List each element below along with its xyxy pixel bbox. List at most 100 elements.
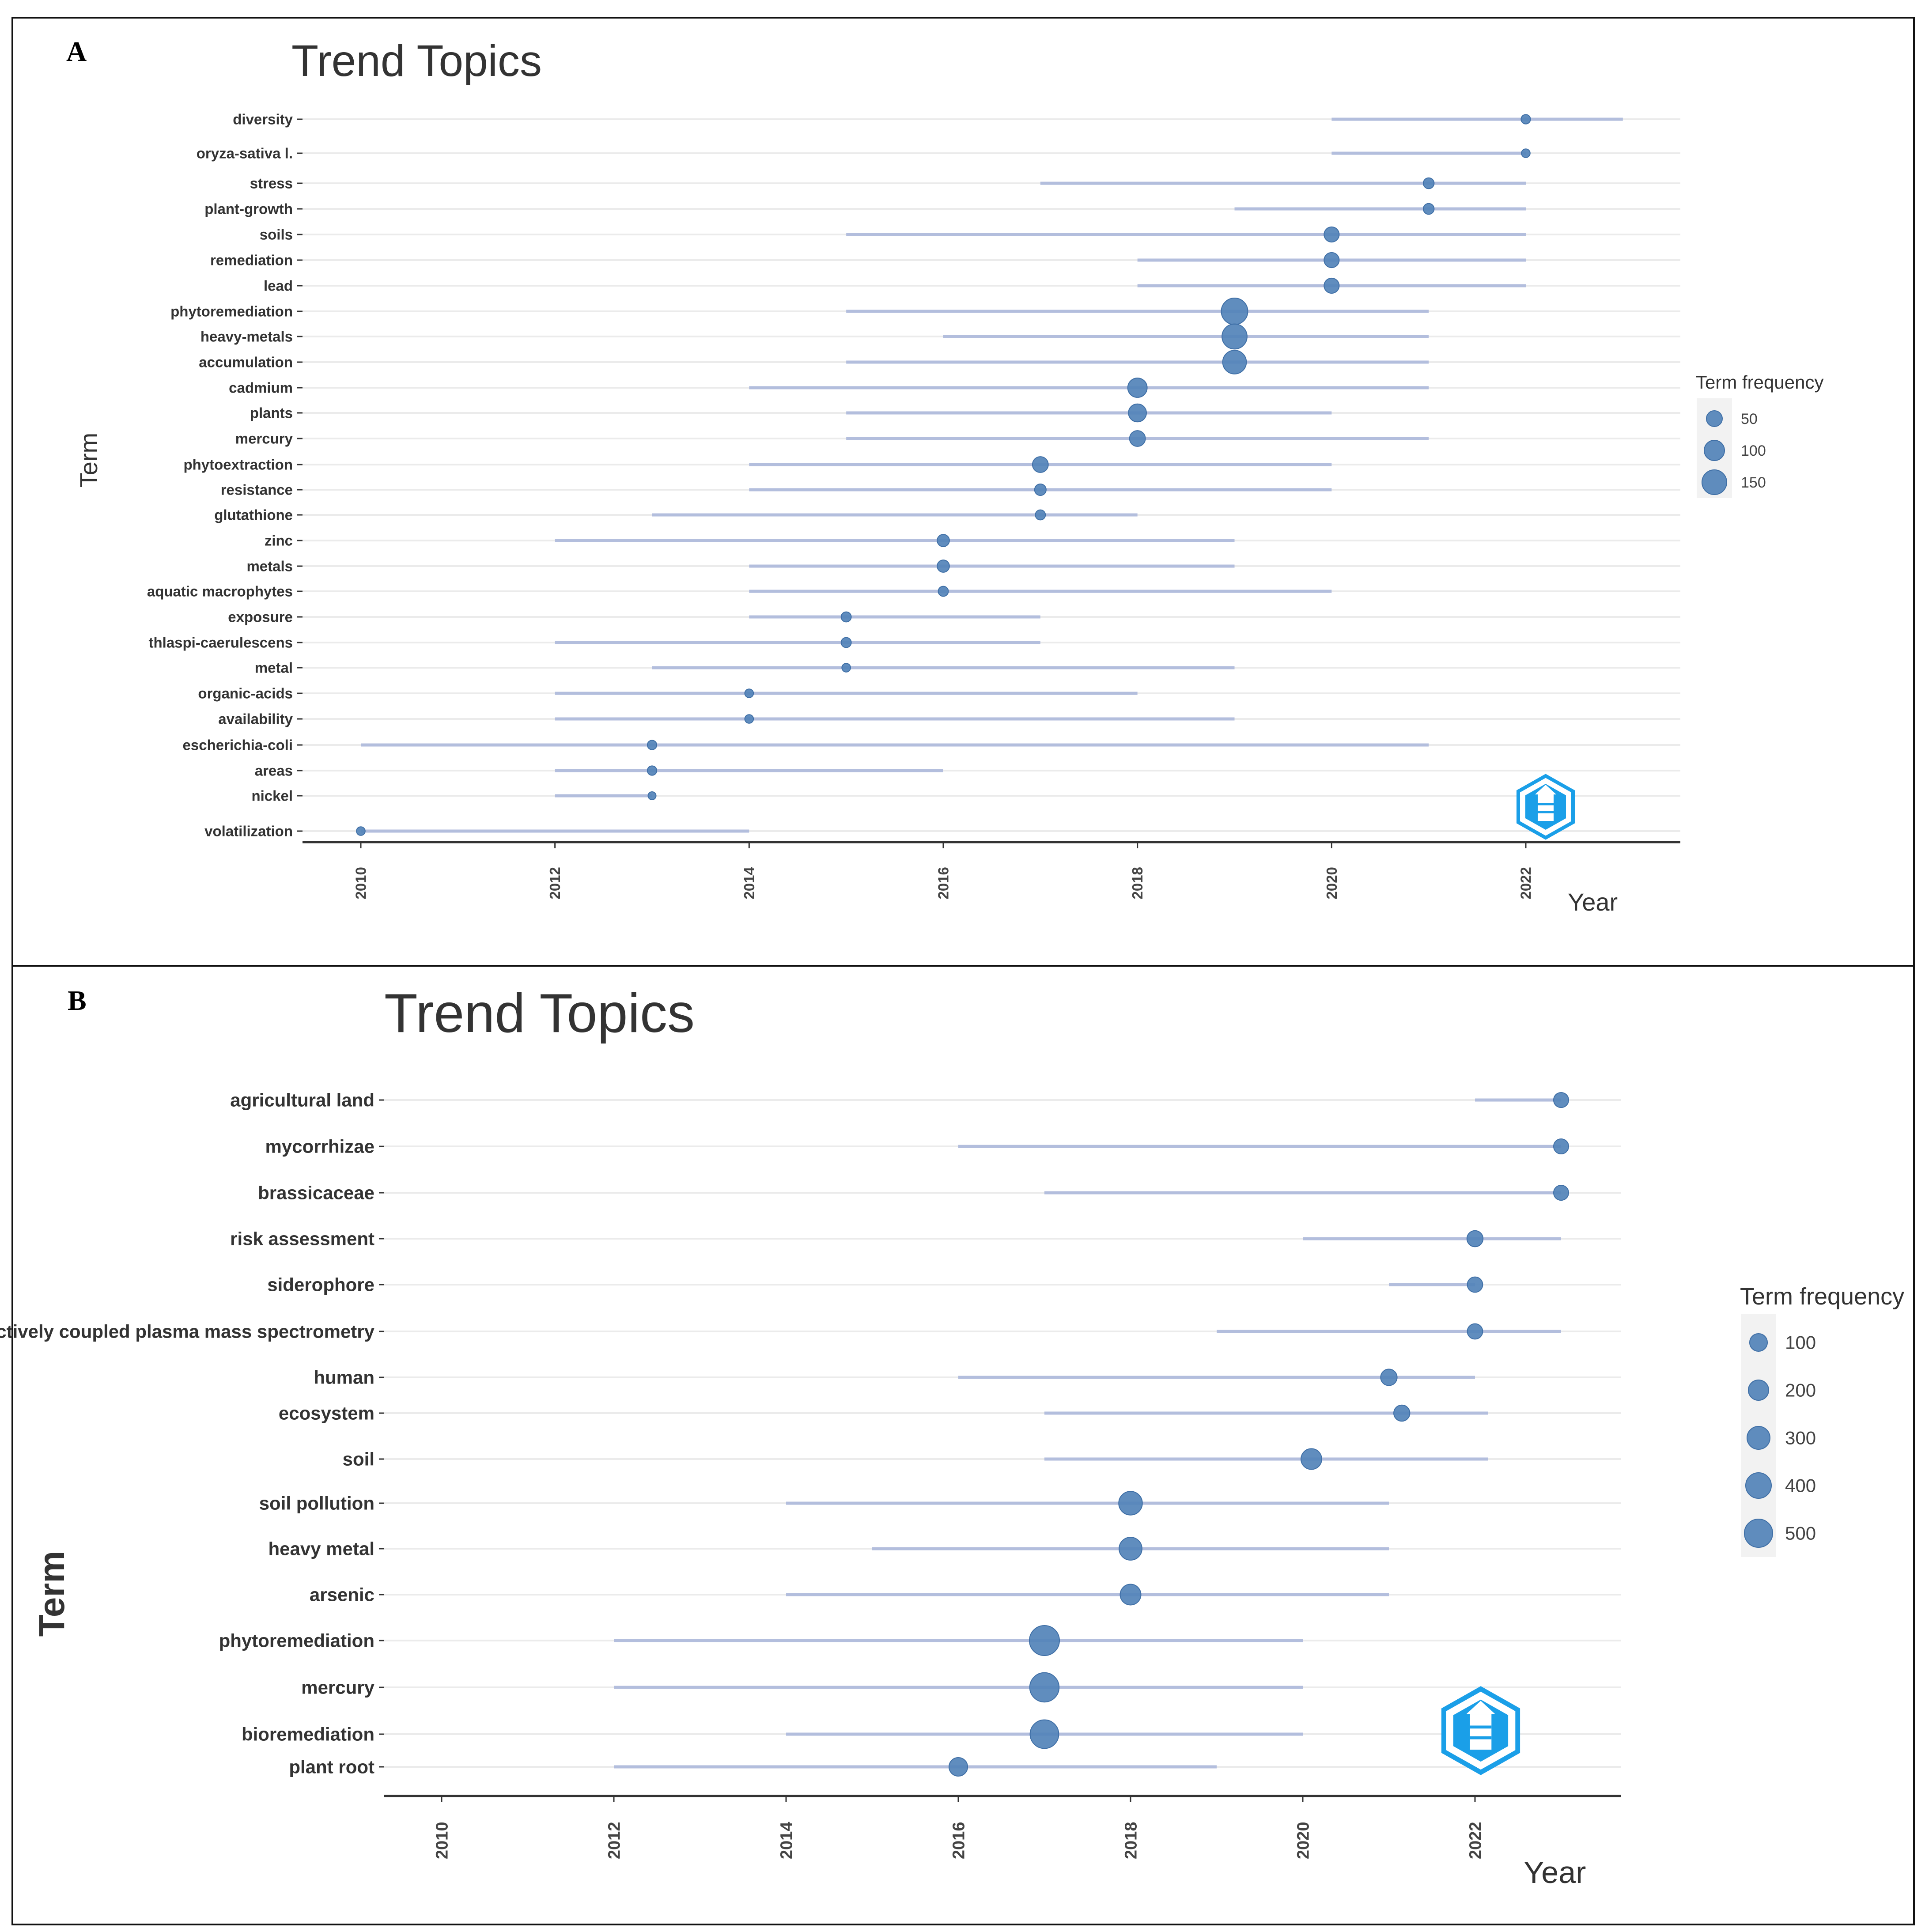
term-point	[1393, 1404, 1411, 1422]
x-tick-label: 2018	[1129, 867, 1146, 899]
x-tick-label: 2020	[1294, 1822, 1312, 1860]
x-tick-label: 2014	[741, 866, 757, 899]
term-label: remediation	[210, 252, 293, 268]
legend-point	[1706, 410, 1723, 427]
term-label: oryza-sativa l.	[197, 145, 293, 162]
term-label: aquatic macrophytes	[147, 583, 293, 600]
logo-tower	[1470, 1714, 1492, 1750]
legend-value-label: 400	[1785, 1475, 1816, 1496]
term-point	[647, 740, 658, 750]
panel-a: A Trend Topics diversity oryza-sativa l. st…	[11, 17, 1915, 967]
term-label: organic-acids	[198, 685, 293, 702]
term-point	[1034, 483, 1047, 496]
term-label: inductively coupled plasma mass spectrom…	[0, 1321, 375, 1342]
legend-value-label: 500	[1785, 1523, 1816, 1544]
term-point	[1032, 456, 1049, 473]
term-point	[1466, 1230, 1484, 1248]
term-label: arsenic	[310, 1584, 374, 1605]
term-point	[938, 586, 949, 597]
x-tick-label: 2012	[605, 1822, 624, 1860]
term-point	[356, 826, 366, 836]
term-label: escherichia-coli	[183, 737, 293, 753]
term-label: mercury	[235, 431, 293, 447]
term-label: heavy-metals	[200, 329, 293, 345]
legend-point	[1745, 1472, 1772, 1499]
legend-point	[1744, 1519, 1773, 1548]
logo-tower	[1538, 794, 1554, 821]
term-point	[1222, 323, 1248, 350]
term-label: accumulation	[199, 354, 293, 371]
legend-value-label: 100	[1785, 1332, 1816, 1353]
term-point	[1118, 1491, 1143, 1516]
term-point	[1324, 226, 1340, 243]
term-point	[1129, 430, 1146, 447]
x-tick-label: 2022	[1466, 1822, 1485, 1860]
panel-label: A	[66, 36, 87, 67]
term-label: availability	[218, 711, 293, 727]
term-label: thlaspi-caerulescens	[149, 635, 293, 651]
term-point	[1467, 1323, 1483, 1340]
term-point	[1520, 114, 1531, 125]
term-point	[1324, 252, 1340, 268]
term-point	[937, 560, 950, 573]
term-label: soil pollution	[259, 1493, 374, 1514]
x-tick-label: 2016	[949, 1822, 968, 1860]
term-label: ecosystem	[279, 1403, 374, 1424]
legend-point	[1704, 440, 1725, 461]
term-point	[840, 611, 852, 623]
term-label: nickel	[251, 788, 293, 804]
chart-title: Trend Topics	[291, 36, 542, 86]
x-axis-title: Year	[1524, 1855, 1586, 1890]
x-tick-label: 2010	[433, 1822, 451, 1860]
term-label: plants	[250, 405, 293, 421]
term-label: phytoextraction	[183, 457, 293, 473]
term-point	[1324, 277, 1340, 294]
panel-b: B Trend Topics agricultural land mycorrhiz…	[0, 965, 1915, 1925]
term-point	[1221, 298, 1248, 325]
x-tick-label: 2022	[1518, 867, 1534, 899]
term-point	[1029, 1719, 1059, 1749]
logo-roof	[1535, 785, 1556, 794]
legend-title: Term frequency	[1740, 1283, 1904, 1310]
bibliometrix-logo-icon	[1441, 1686, 1520, 1775]
y-axis-title: Term	[32, 1551, 72, 1637]
x-tick-label: 2010	[353, 867, 369, 899]
term-label: brassicaceae	[258, 1183, 374, 1203]
term-label: areas	[255, 763, 293, 779]
term-label: resistance	[221, 482, 293, 498]
logo-roof	[1466, 1701, 1495, 1714]
term-point	[1029, 1625, 1060, 1656]
bibliometrix-logo-icon	[1517, 774, 1575, 840]
trend-topics-chart-a: Trend Topics diversity oryza-sativa l. stre…	[75, 36, 1823, 916]
term-label: soils	[260, 227, 293, 243]
term-point	[1380, 1369, 1398, 1386]
term-label: exposure	[228, 609, 293, 625]
term-point	[647, 765, 658, 776]
term-label: mycorrhizae	[265, 1136, 374, 1157]
term-label: diversity	[233, 111, 293, 128]
term-point	[1301, 1448, 1322, 1470]
term-label: siderophore	[267, 1274, 374, 1295]
term-label: phytoremediation	[170, 303, 293, 320]
term-label: mercury	[301, 1677, 374, 1698]
term-label: soil	[343, 1449, 374, 1470]
trend-topics-chart-b: Trend Topics agricultural land mycorrhizae…	[0, 983, 1904, 1890]
legend-value-label: 100	[1741, 442, 1766, 459]
term-label: metals	[246, 558, 293, 575]
term-label: zinc	[265, 533, 293, 549]
legend-point	[1747, 1426, 1770, 1450]
legend-title: Term frequency	[1696, 372, 1823, 393]
term-point	[1553, 1185, 1569, 1201]
term-point	[1222, 350, 1247, 374]
x-tick-label: 2020	[1324, 867, 1340, 899]
legend-value-label: 300	[1785, 1428, 1816, 1448]
term-point	[1128, 403, 1147, 423]
legend-point	[1749, 1333, 1768, 1352]
term-point	[1422, 203, 1435, 215]
term-point	[744, 714, 754, 724]
legend-value-label: 200	[1785, 1380, 1816, 1401]
x-tick-label: 2014	[777, 1822, 796, 1860]
term-point	[1119, 1584, 1142, 1606]
term-point	[744, 688, 754, 698]
term-label: metal	[255, 660, 293, 676]
